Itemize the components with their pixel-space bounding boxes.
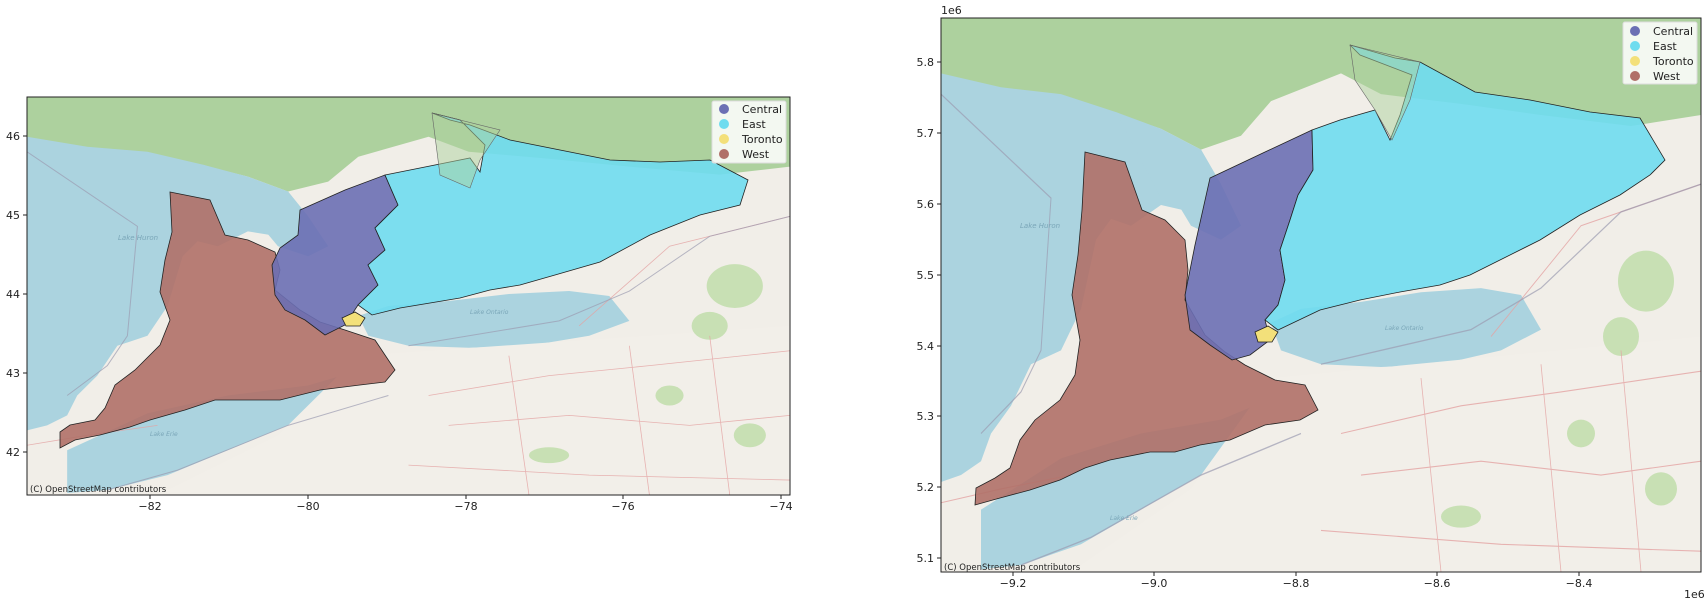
right-ytick: 5.5 — [917, 269, 935, 282]
svg-text:Lake Huron: Lake Huron — [1020, 222, 1060, 230]
right-legend-central: Central — [1653, 25, 1693, 38]
right-map: Lake Huron Lake Ontario Lake Erie 1e6 1e… — [917, 4, 1705, 601]
right-xtick: −9.0 — [1141, 577, 1168, 590]
right-ytick: 5.7 — [917, 127, 935, 140]
left-legend: Central East Toronto West — [711, 100, 787, 164]
right-ytick: 5.1 — [917, 552, 935, 565]
left-ytick: 45 — [6, 209, 20, 222]
left-map-frame — [26, 96, 791, 496]
svg-text:Lake Ontario: Lake Ontario — [1385, 325, 1424, 332]
right-x-multiplier: 1e6 — [1684, 588, 1705, 601]
left-xtick: −80 — [296, 500, 319, 513]
left-xtick: −82 — [138, 500, 161, 513]
right-map-frame — [940, 17, 1702, 573]
region-west — [974, 151, 1319, 506]
left-attribution: (C) OpenStreetMap contributors — [30, 485, 167, 495]
left-legend-west: West — [742, 148, 770, 161]
right-xtick: −9.2 — [1000, 577, 1027, 590]
left-xtick: −74 — [769, 500, 792, 513]
left-legend-east: East — [742, 118, 766, 131]
right-ytick: 5.3 — [917, 410, 935, 423]
left-legend-toronto: Toronto — [741, 133, 783, 146]
right-ytick: 5.2 — [917, 481, 935, 494]
left-ytick: 42 — [6, 446, 20, 459]
left-xtick: −76 — [611, 500, 634, 513]
svg-text:Lake Erie: Lake Erie — [1110, 515, 1138, 522]
left-xtick: −78 — [454, 500, 477, 513]
right-legend-west: West — [1653, 70, 1681, 83]
right-attribution: (C) OpenStreetMap contributors — [944, 563, 1081, 573]
left-map: Lake Huron Lake Ontario Lake Erie (C) Op… — [6, 96, 793, 513]
left-ytick: 43 — [6, 367, 20, 380]
right-xtick: −8.8 — [1283, 577, 1310, 590]
right-ytick: 5.6 — [917, 198, 935, 211]
right-ytick: 5.8 — [917, 56, 935, 69]
right-legend-toronto: Toronto — [1652, 55, 1694, 68]
right-legend: Central East Toronto West — [1622, 21, 1698, 85]
left-ytick: 44 — [6, 288, 20, 301]
region-toronto — [341, 311, 366, 327]
right-xtick: −8.4 — [1566, 577, 1593, 590]
region-toronto — [1254, 325, 1279, 343]
left-ytick: 46 — [6, 130, 20, 143]
svg-text:Lake Huron: Lake Huron — [118, 234, 158, 242]
right-legend-east: East — [1653, 40, 1677, 53]
left-legend-central: Central — [742, 103, 782, 116]
right-y-multiplier: 1e6 — [941, 4, 962, 17]
right-xtick: −8.6 — [1424, 577, 1451, 590]
svg-text:Lake Ontario: Lake Ontario — [470, 309, 509, 316]
right-ytick: 5.4 — [917, 340, 935, 353]
svg-text:Lake Erie: Lake Erie — [150, 431, 178, 438]
